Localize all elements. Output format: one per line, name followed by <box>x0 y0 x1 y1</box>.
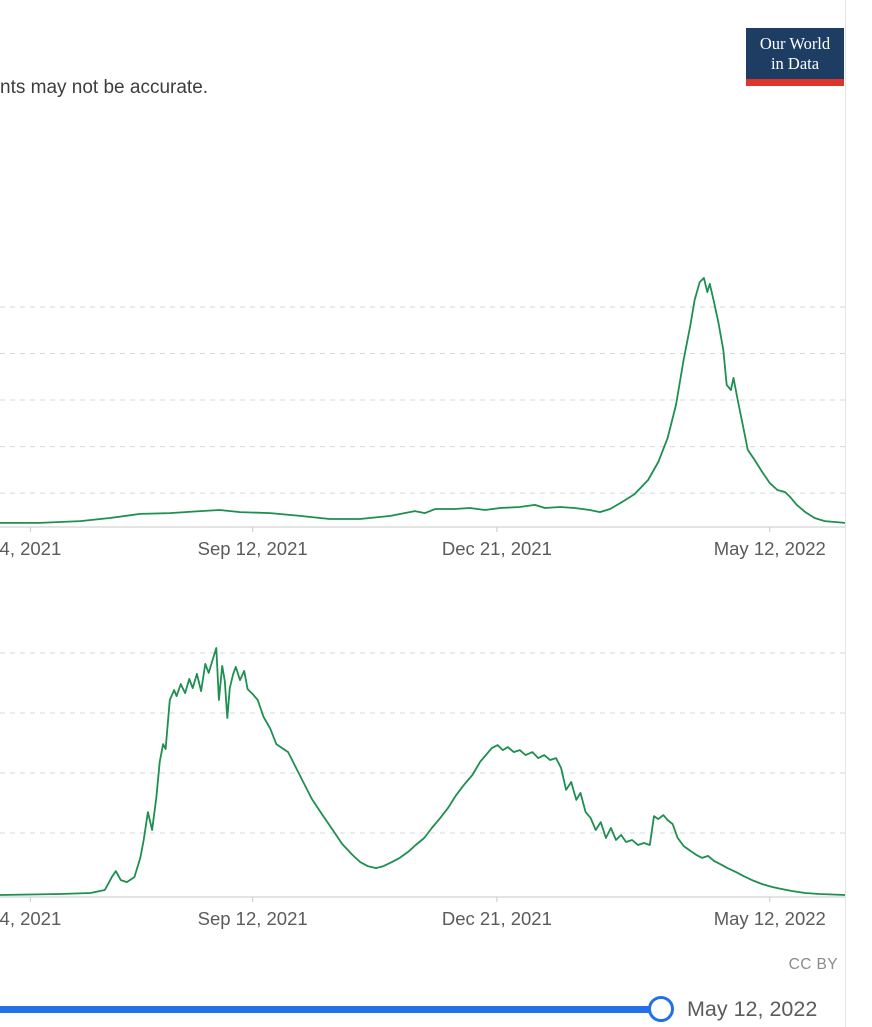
owid-logo-text: Our World in Data <box>746 28 844 79</box>
logo-text-line1: Our World <box>759 34 831 53</box>
x-tick-label: 4, 2021 <box>0 538 62 559</box>
x-axis-labels-top: 4, 2021 Sep 12, 2021 Dec 21, 2021 May 12, 2… <box>0 538 846 564</box>
logo-red-strip <box>746 79 844 86</box>
x-tick-label: May 12, 2022 <box>713 538 826 559</box>
logo-text-line2: in Data <box>770 54 820 73</box>
timeline-slider: May 12, 2022 <box>0 990 846 1027</box>
timeline-track-fill[interactable] <box>0 1005 661 1013</box>
owid-logo[interactable]: Our World in Data <box>746 28 844 86</box>
license-label[interactable]: CC BY <box>788 956 838 973</box>
x-tick-label: Dec 21, 2021 <box>441 538 552 559</box>
line-chart-top <box>0 277 846 532</box>
chart-subtitle-fragment: nts may not be accurate. <box>0 77 209 98</box>
frame-right-border <box>845 0 846 1027</box>
x-tick-label: 4, 2021 <box>0 908 62 929</box>
timeline-handle[interactable] <box>647 996 674 1022</box>
x-tick-label: May 12, 2022 <box>713 908 826 929</box>
timeline-end-date: May 12, 2022 <box>687 997 818 1021</box>
x-axis-labels-bottom: 4, 2021 Sep 12, 2021 Dec 21, 2021 May 12, 2… <box>0 908 846 934</box>
x-tick-label: Dec 21, 2021 <box>441 908 552 929</box>
x-tick-label: Sep 12, 2021 <box>197 908 308 929</box>
line-chart-bottom <box>0 647 846 902</box>
data-line[interactable] <box>0 277 846 524</box>
x-tick-label: Sep 12, 2021 <box>197 538 308 559</box>
data-line[interactable] <box>0 647 846 896</box>
